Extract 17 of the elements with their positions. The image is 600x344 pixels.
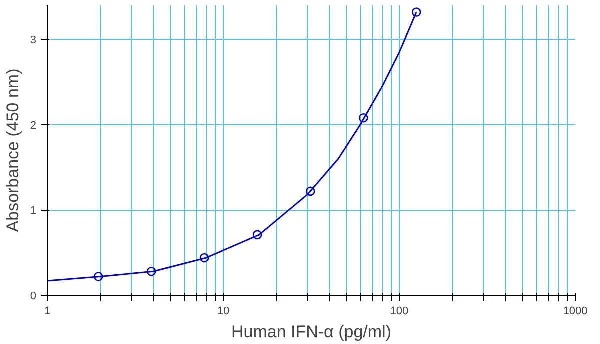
point: [146, 266, 156, 276]
y-axis-title: Absorbance (450 nm): [3, 68, 22, 232]
x-tick-label: 1000: [563, 306, 588, 318]
x-tick-label: 100: [390, 306, 409, 318]
x-tick-label: 10: [217, 306, 230, 318]
point: [200, 253, 210, 263]
y-tick-label: 3: [30, 34, 37, 47]
x-tick-label: 1: [44, 306, 51, 318]
y-tick-label: 0: [30, 290, 37, 302]
point: [412, 8, 422, 17]
y-tick-label: 2: [30, 120, 37, 132]
point: [94, 272, 104, 282]
point: [306, 186, 316, 196]
x-axis-title: Human IFN-α (pg/ml): [231, 322, 392, 342]
point: [358, 113, 368, 123]
y-tick-label: 1: [30, 205, 37, 218]
point: [252, 230, 262, 240]
